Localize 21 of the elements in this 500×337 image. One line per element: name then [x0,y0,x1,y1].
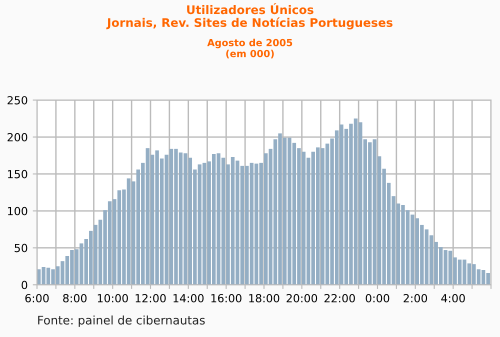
x-tick-label: 4:00 [441,294,465,302]
x-tick-label: 16:00 [211,294,242,302]
y-tick-label: 50 [14,244,28,252]
source-note: Fonte: painel de cibernautas [38,315,205,327]
y-tick-label: 150 [8,170,28,178]
x-tick-label: 20:00 [286,294,318,302]
x-tick-label: 8:00 [63,294,87,302]
chart-title: Utilizadores Únicos Jornais, Rev. Sites de Notícias Portugueses [106,3,392,30]
chart-subtitle: Agosto de 2005 (em 000) [207,38,292,58]
x-tick-label: 10:00 [98,294,128,302]
x-tick-label: 14:00 [174,294,204,302]
x-tick-label: 12:00 [136,294,166,302]
y-tick-label: 0 [22,280,28,290]
y-tick-label: 200 [8,133,28,142]
y-tick-label: 100 [8,206,28,216]
y-tick-label: 250 [8,96,28,104]
x-tick-label: 0:00 [366,294,390,302]
x-tick-label: 18:00 [249,294,280,302]
x-tick-label: 6:00 [25,294,49,302]
x-tick-label: 2:00 [404,294,428,302]
x-tick-label: 22:00 [324,294,355,302]
